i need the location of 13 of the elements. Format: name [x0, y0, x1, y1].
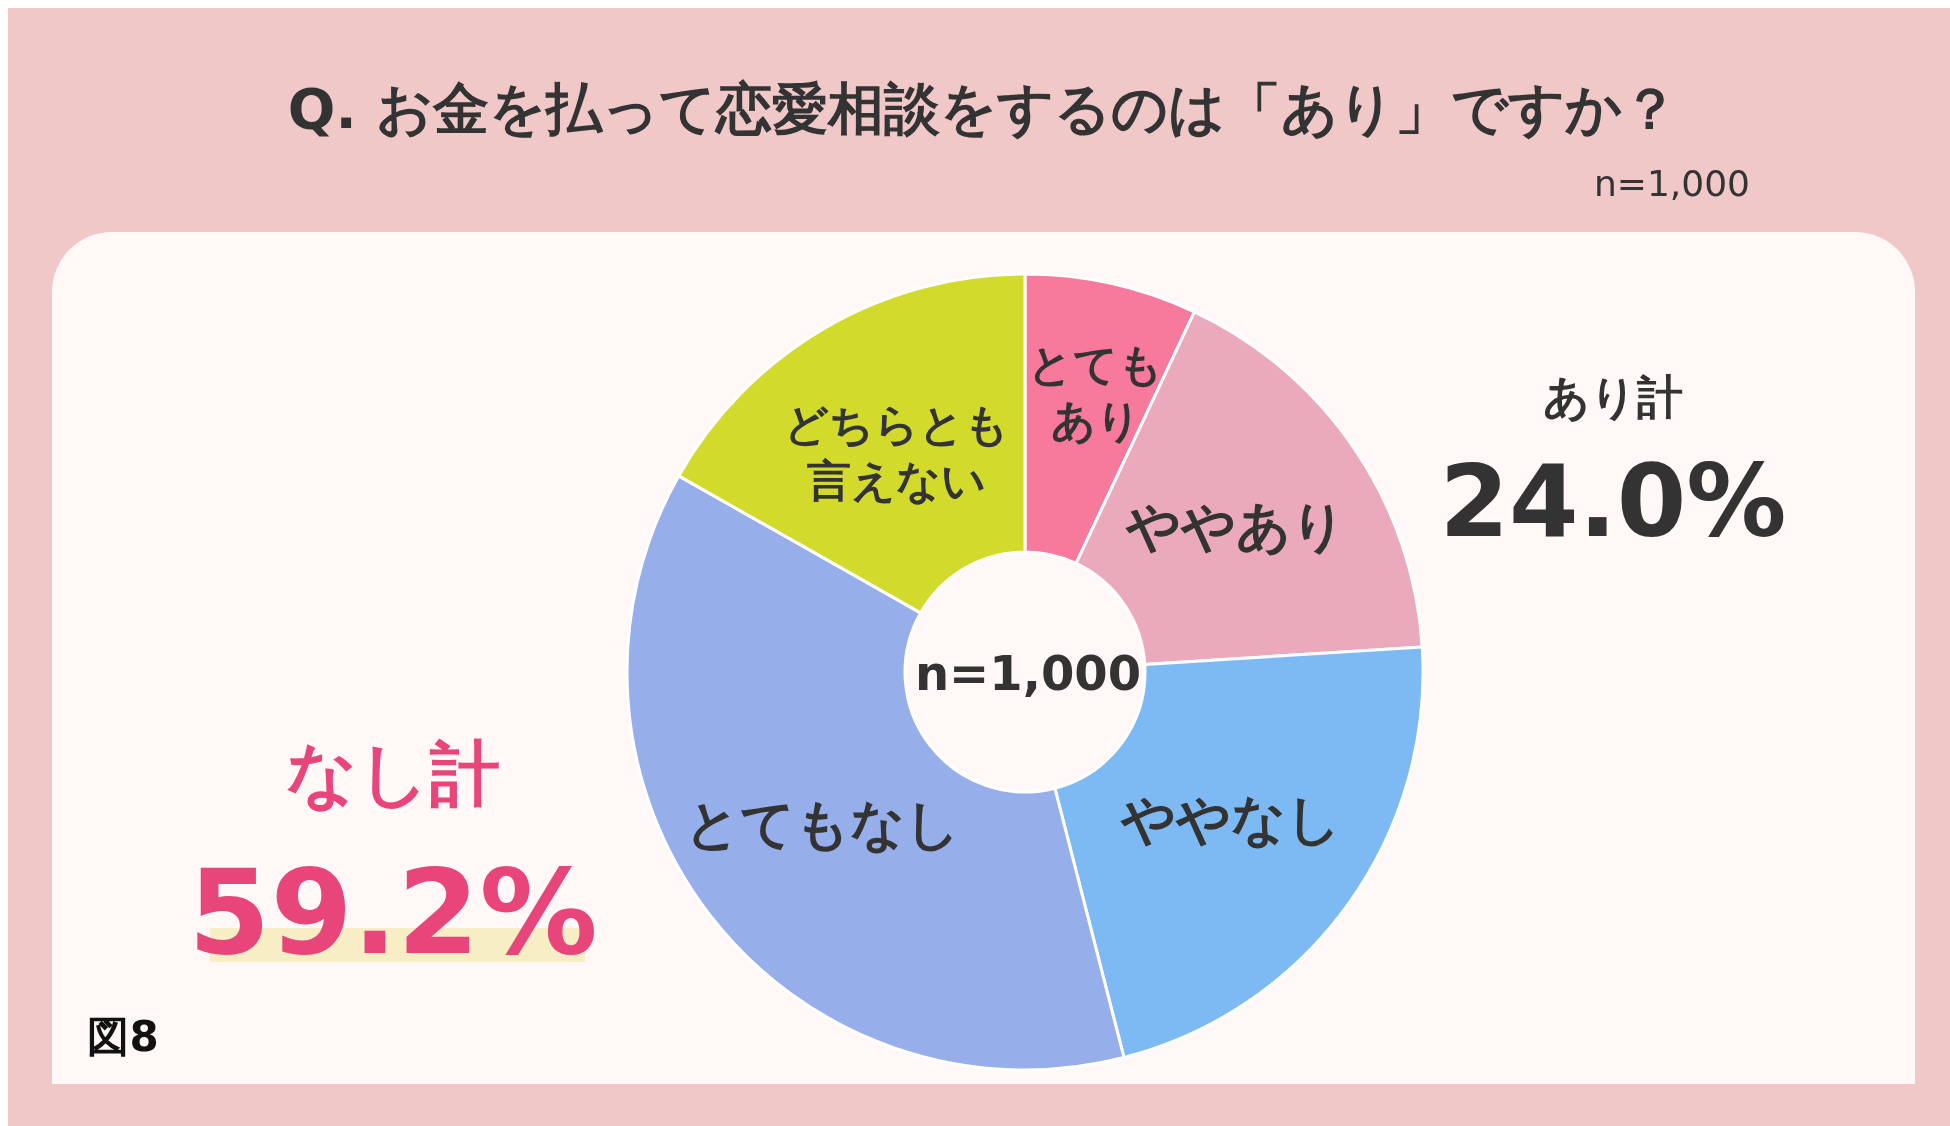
- text: n=1,000: [914, 645, 1142, 701]
- text: あり計: [1543, 370, 1683, 424]
- text: 59.2%: [188, 843, 598, 981]
- caption: 図8: [87, 1012, 159, 1061]
- slice-label: とてもなし: [685, 792, 961, 856]
- slice-label: どちらとも言えない: [784, 398, 1010, 506]
- text: なし計: [286, 733, 500, 815]
- slice-label: ややあり: [1124, 494, 1346, 558]
- slice-label: ややなし: [1120, 787, 1342, 851]
- slice-label: とてもあり: [1028, 339, 1164, 447]
- text: 24.0%: [1439, 443, 1787, 560]
- text: n=1,000: [1593, 163, 1750, 204]
- chart-title: Q. お金を払って恋愛相談をするのは「あり」ですか？: [287, 76, 1679, 141]
